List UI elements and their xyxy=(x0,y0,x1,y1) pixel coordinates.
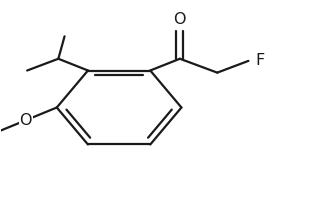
Text: F: F xyxy=(255,53,264,68)
Text: O: O xyxy=(19,113,32,128)
Text: O: O xyxy=(174,12,186,27)
